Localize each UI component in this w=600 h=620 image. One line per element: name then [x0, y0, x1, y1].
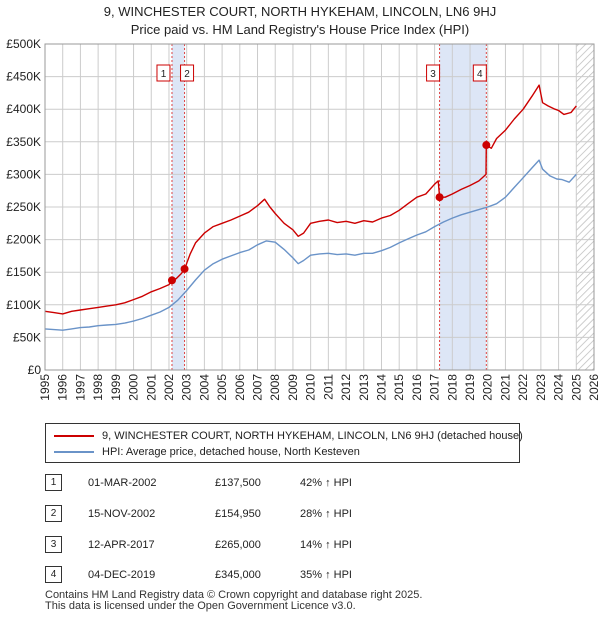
x-tick-label: 2017 — [428, 374, 442, 401]
x-tick-label: 2014 — [374, 374, 388, 401]
y-tick-label: £300K — [6, 167, 41, 181]
x-tick-label: 2002 — [162, 374, 176, 401]
sale-point — [167, 276, 176, 285]
x-tick-label: 2012 — [339, 374, 353, 401]
transaction-hpi: 42% ↑ HPI — [300, 477, 352, 489]
x-tick-label: 1998 — [91, 374, 105, 401]
x-tick-label: 2026 — [587, 374, 600, 401]
y-tick-label: £350K — [6, 135, 41, 149]
y-tick-label: £400K — [6, 102, 41, 116]
transaction-date: 01-MAR-2002 — [88, 477, 157, 489]
x-tick-label: 1996 — [56, 374, 70, 401]
sale-label-box — [156, 64, 171, 82]
x-tick-label: 2001 — [144, 374, 158, 401]
sale-point — [482, 141, 491, 150]
legend-label-property: 9, WINCHESTER COURT, NORTH HYKEHAM, LINC… — [102, 430, 523, 442]
y-tick-label: £250K — [6, 200, 41, 214]
chart-subtitle: Price paid vs. HM Land Registry's House … — [130, 22, 470, 37]
property-price-line — [44, 84, 577, 315]
transaction-hpi: 14% ↑ HPI — [300, 539, 352, 551]
transaction-hpi: 35% ↑ HPI — [300, 569, 352, 581]
footer: Contains HM Land Registry data © Crown c… — [45, 590, 422, 612]
table-row: 3 12-APR-2017 £265,000 14% ↑ HPI — [45, 535, 515, 555]
footer-licence: This data is licensed under the Open Gov… — [45, 600, 356, 612]
x-tick-label: 1997 — [73, 374, 87, 401]
sale-label: 1 — [161, 69, 167, 80]
y-tick-label: £0 — [28, 363, 42, 377]
chart-title: 9, WINCHESTER COURT, NORTH HYKEHAM, LINC… — [103, 4, 497, 19]
x-tick-label: 2004 — [197, 374, 211, 401]
table-row: 1 01-MAR-2002 £137,500 42% ↑ HPI — [45, 473, 515, 493]
transaction-price: £345,000 — [215, 569, 261, 581]
x-tick-label: 2025 — [569, 374, 583, 401]
plot-frame — [44, 43, 595, 371]
sale-label-box — [180, 64, 195, 82]
legend-item-hpi: HPI: Average price, detached house, Nort… — [54, 444, 360, 460]
x-tick-label: 2007 — [251, 374, 265, 401]
x-tick-label: 2015 — [392, 374, 406, 401]
x-tick-label: 2018 — [445, 374, 459, 401]
y-tick-label: £200K — [6, 233, 41, 247]
sale-label: 4 — [477, 69, 483, 80]
x-tick-label: 2005 — [215, 374, 229, 401]
transaction-date: 15-NOV-2002 — [88, 508, 156, 520]
sale-point — [180, 264, 189, 273]
x-tick-label: 1995 — [38, 374, 52, 401]
legend-item-property: 9, WINCHESTER COURT, NORTH HYKEHAM, LINC… — [54, 428, 523, 444]
x-tick-label: 2022 — [516, 374, 530, 401]
x-tick-label: 2000 — [127, 374, 141, 401]
x-tick-label: 2011 — [321, 374, 335, 400]
x-tick-label: 2019 — [463, 374, 477, 401]
x-tick-label: 2013 — [357, 374, 371, 401]
x-tick-label: 2016 — [410, 374, 424, 401]
transaction-price: £265,000 — [215, 539, 261, 551]
legend-swatch-property — [54, 435, 94, 438]
sale-label-box — [472, 64, 487, 82]
x-tick-label: 2003 — [180, 374, 194, 401]
x-tick-label: 2021 — [498, 374, 512, 401]
y-tick-label: £150K — [6, 265, 41, 279]
sale-label: 2 — [184, 69, 190, 80]
table-row: 2 15-NOV-2002 £154,950 28% ↑ HPI — [45, 504, 515, 524]
transaction-number: 2 — [45, 505, 62, 522]
x-tick-label: 2023 — [534, 374, 548, 401]
y-tick-label: £50K — [13, 330, 41, 344]
price-chart: 1 2 3 4 £0 £50K £100K £150K £200K £250K £300K £350… — [6, 37, 600, 401]
y-tick-label: £100K — [6, 298, 41, 312]
x-tick-label: 2009 — [286, 374, 300, 401]
transaction-number: 4 — [45, 566, 62, 583]
x-tick-label: 2020 — [481, 374, 495, 401]
hpi-line — [44, 159, 577, 331]
transaction-number: 1 — [45, 474, 62, 491]
x-tick-label: 2024 — [552, 374, 566, 401]
chart-legend: 9, WINCHESTER COURT, NORTH HYKEHAM, LINC… — [45, 423, 523, 463]
legend-label-hpi: HPI: Average price, detached house, Nort… — [102, 446, 360, 458]
x-tick-label: 2006 — [233, 374, 247, 401]
footer-copyright: Contains HM Land Registry data © Crown c… — [45, 589, 423, 601]
y-tick-label: £450K — [6, 70, 41, 84]
x-tick-label: 2008 — [268, 374, 282, 401]
legend-swatch-hpi — [54, 451, 94, 454]
transaction-price: £154,950 — [215, 508, 261, 520]
table-row: 4 04-DEC-2019 £345,000 35% ↑ HPI — [45, 565, 515, 585]
sale-point — [435, 193, 444, 202]
transaction-number: 3 — [45, 536, 62, 553]
sale-label: 3 — [430, 69, 436, 80]
sale-label-box — [426, 64, 441, 82]
x-tick-label: 2010 — [304, 374, 318, 401]
transaction-date: 04-DEC-2019 — [88, 569, 156, 581]
transaction-price: £137,500 — [215, 477, 261, 489]
transaction-hpi: 28% ↑ HPI — [300, 508, 352, 520]
transaction-date: 12-APR-2017 — [88, 539, 155, 551]
x-tick-label: 1999 — [109, 374, 123, 401]
y-tick-label: £500K — [6, 37, 41, 51]
